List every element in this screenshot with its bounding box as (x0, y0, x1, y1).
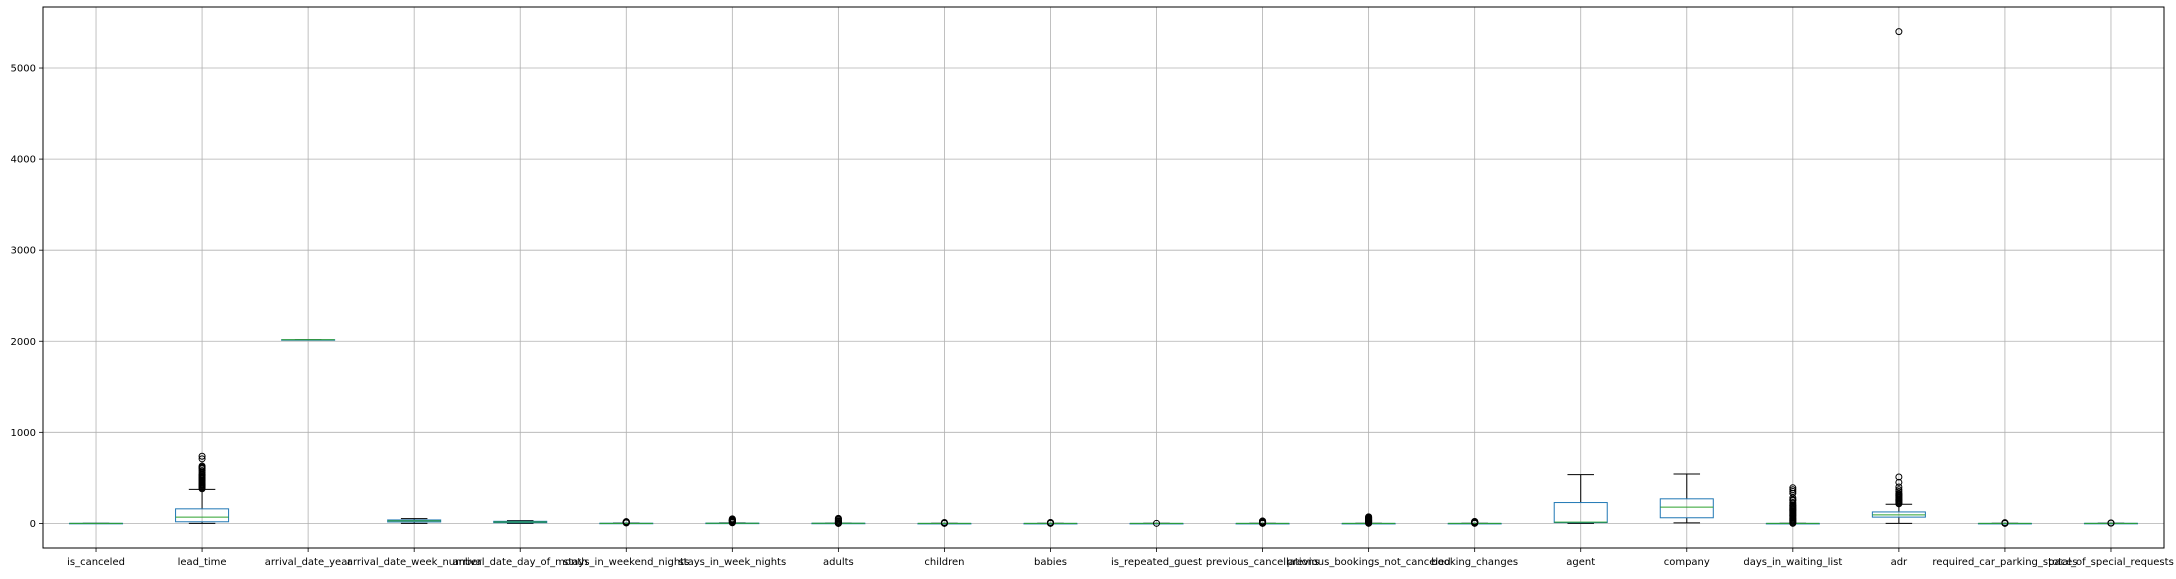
outlier-point (198, 467, 206, 475)
box-arrival-date-week-number (387, 518, 442, 524)
x-tick-label: arrival_date_week_number (347, 557, 483, 568)
x-tick-label: is_repeated_guest (1111, 557, 1202, 568)
y-tick-label: 2000 (11, 337, 36, 348)
x-tick-label: arrival_date_year (265, 557, 353, 568)
box-iqr (175, 508, 230, 523)
x-tick-label: stays_in_weekend_nights (563, 557, 689, 568)
x-tick-label: required_car_parking_spaces (1932, 557, 2077, 568)
outlier-point (1895, 483, 1903, 491)
outlier-point (2001, 519, 2009, 527)
box-previous-bookings-not-canceled (1341, 513, 1396, 527)
outlier-point (834, 514, 842, 522)
box-children (917, 518, 972, 527)
x-tick-label: arrival_date_day_of_month (453, 557, 588, 568)
box-stays-in-weekend-nights (599, 518, 654, 527)
outlier-point (1789, 498, 1797, 506)
outlier-point (198, 452, 206, 460)
box-adults (811, 514, 866, 527)
outlier-point (1789, 486, 1797, 494)
outlier-point (940, 518, 948, 526)
outlier-point (1895, 488, 1903, 496)
x-tick-label: company (1664, 557, 1710, 568)
x-tick-label: previous_cancellations (1206, 557, 1319, 568)
x-tick-label: adr (1891, 557, 1908, 568)
outlier-point (1471, 517, 1479, 525)
y-tick-label: 3000 (11, 246, 36, 257)
outlier-point (1046, 518, 1054, 526)
x-tick-label: total_of_special_requests (2048, 557, 2174, 568)
outlier-point (1365, 513, 1373, 521)
x-tick-label: children (924, 557, 964, 568)
box-agent (1553, 474, 1608, 524)
box-total-of-special-requests (2083, 519, 2138, 527)
outlier-point (1895, 28, 1903, 36)
box-is-repeated-guest (1129, 519, 1184, 527)
y-axis: 0 1000 2000 3000 4000 5000 (11, 64, 43, 530)
outlier-point (1153, 519, 1161, 527)
x-tick-label: is_canceled (67, 557, 125, 568)
box-stays-in-week-nights (705, 515, 760, 527)
outlier-point (728, 515, 736, 523)
x-tick-label: lead_time (178, 557, 227, 568)
outlier-point (1789, 488, 1797, 496)
outlier-point (1789, 484, 1797, 492)
plot-frame (42, 6, 2165, 549)
box-adr (1871, 28, 1926, 524)
outlier-point (2107, 519, 2115, 527)
y-tick-label: 4000 (11, 155, 36, 166)
outlier-point (1895, 486, 1903, 494)
box-previous-cancellations (1235, 517, 1290, 527)
x-tick-label: previous_bookings_not_canceled (1287, 557, 1451, 568)
y-tick-label: 1000 (11, 428, 36, 439)
box-required-car-parking-spaces (1977, 519, 2032, 527)
box-is-canceled (69, 522, 124, 525)
x-axis: is_canceled lead_time arrival_date_yeararr… (67, 548, 2174, 568)
box-arrival-date-year (281, 339, 336, 341)
boxes-layer (69, 28, 2138, 527)
x-tick-label: days_in_waiting_list (1743, 557, 1842, 568)
outlier-point (622, 518, 630, 526)
box-babies (1023, 518, 1078, 527)
y-tick-label: 0 (30, 519, 36, 530)
box-company (1659, 473, 1714, 524)
outlier-point (1259, 517, 1267, 525)
x-tick-label: adults (823, 557, 854, 568)
y-tick-label: 5000 (11, 64, 36, 75)
grid-layer (43, 7, 2164, 548)
box-days-in-waiting-list (1765, 484, 1820, 527)
x-tick-label: booking_changes (1431, 557, 1518, 568)
box-booking-changes (1447, 517, 1502, 527)
box-iqr (1659, 498, 1714, 519)
x-tick-label: agent (1566, 557, 1595, 568)
outlier-point (198, 462, 206, 470)
outlier-point (1895, 473, 1903, 481)
x-tick-label: babies (1034, 557, 1067, 568)
outlier-point (198, 455, 206, 463)
x-tick-label: stays_in_week_nights (678, 557, 786, 568)
outlier-point (1895, 478, 1903, 486)
box-lead-time (175, 452, 230, 524)
box-arrival-date-day-of-month (493, 520, 548, 524)
